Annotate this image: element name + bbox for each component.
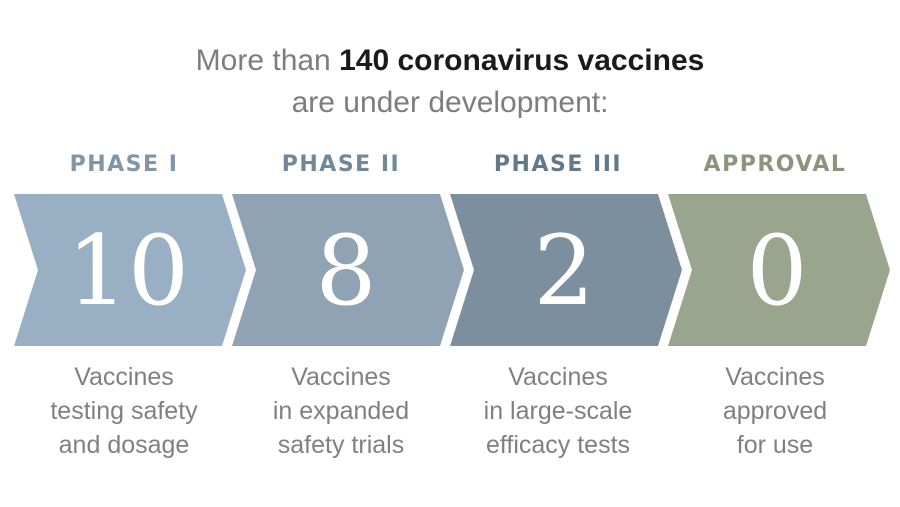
description-line: Vaccines xyxy=(291,363,391,391)
description-line: approved xyxy=(722,397,828,425)
stage-label-phase-2: PHASE II xyxy=(281,152,401,177)
description-line: Vaccines xyxy=(508,363,608,391)
description-line: Vaccines xyxy=(74,363,174,391)
headline: More than 140 coronavirus vaccines are u… xyxy=(0,40,900,124)
description-phase-1: Vaccines testing safety and dosage xyxy=(16,360,232,462)
description-line: in large-scale xyxy=(483,397,633,425)
description-line: efficacy tests xyxy=(485,431,631,459)
description-line: safety trials xyxy=(277,431,405,459)
description-phase-3: Vaccines in large-scale efficacy tests xyxy=(450,360,666,462)
stage-label-approval: APPROVAL xyxy=(703,152,847,177)
description-line: in expanded xyxy=(272,397,410,425)
count-approval: 0 xyxy=(746,215,807,327)
description-phase-2: Vaccines in expanded safety trials xyxy=(233,360,449,462)
chevron-phase-2 xyxy=(232,194,464,346)
description-line: and dosage xyxy=(58,431,190,459)
description-line: Vaccines xyxy=(725,363,825,391)
count-phase-2: 8 xyxy=(315,215,376,327)
description-approval: Vaccines approved for use xyxy=(667,360,883,462)
headline-highlight: 140 coronavirus vaccines xyxy=(339,44,705,77)
chevron-phase-1 xyxy=(14,194,246,346)
description-line: testing safety xyxy=(50,397,198,425)
stage-label-phase-1: PHASE I xyxy=(69,152,179,177)
description-line: for use xyxy=(736,431,814,459)
chevron-phase-3 xyxy=(450,194,682,346)
headline-lead: More than xyxy=(195,44,340,77)
count-phase-1: 10 xyxy=(67,215,189,327)
count-phase-3: 2 xyxy=(533,215,594,327)
chevron-approval xyxy=(668,194,890,346)
headline-line-1: More than 140 coronavirus vaccines xyxy=(0,40,900,82)
pipeline-chevrons: 10 8 2 0 xyxy=(14,194,890,346)
stage-label-phase-3: PHASE III xyxy=(493,152,623,177)
headline-line-2: are under development: xyxy=(291,86,609,119)
